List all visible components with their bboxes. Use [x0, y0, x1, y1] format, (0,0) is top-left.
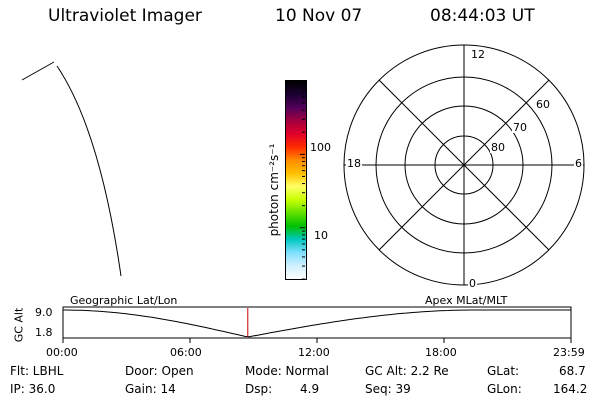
colorbar-tick-100: 100 — [310, 141, 331, 154]
info-gain: Gain: 14 — [125, 382, 176, 396]
timeline-x-tick-2359: 23:59 — [553, 346, 585, 359]
timeline-right-title: Apex MLat/MLT — [425, 294, 508, 307]
colorbar — [285, 80, 307, 280]
polar-diagonal-2 — [378, 79, 550, 251]
info-ip: IP: 36.0 — [10, 382, 56, 396]
mlat-label-80: 80 — [490, 141, 506, 154]
info-seq: Seq: 39 — [365, 382, 411, 396]
timeline-x-tick-0600: 06:00 — [170, 346, 202, 359]
info-glat-label: GLat: — [487, 364, 520, 378]
projection-arc — [56, 65, 122, 277]
timeline-y-tick-min: 1.8 — [35, 326, 53, 339]
timeline-y-tick-max: 9.0 — [35, 306, 53, 319]
timeline-x-tick-1800: 18:00 — [425, 346, 457, 359]
info-glat-value: 68.7 — [559, 364, 586, 378]
colorbar-gradient — [286, 81, 306, 279]
info-gc-alt: GC Alt: 2.2 Re — [365, 364, 449, 378]
colorbar-tick-10: 10 — [314, 229, 328, 242]
altitude-curve — [63, 309, 571, 338]
timeline-x-tick-1200: 12:00 — [298, 346, 330, 359]
info-glon-label: GLon: — [487, 382, 522, 396]
mlt-label-0: 0 — [468, 277, 477, 290]
info-filter: Flt: LBHL — [10, 364, 64, 378]
mlt-label-6: 6 — [574, 157, 583, 170]
mlat-label-70: 70 — [512, 121, 528, 134]
mlt-label-12: 12 — [470, 48, 486, 61]
info-door: Door: Open — [125, 364, 194, 378]
timeline-left-title: Geographic Lat/Lon — [70, 294, 178, 307]
info-dsp-value: 4.9 — [300, 382, 320, 396]
timeline-x-tick-0000: 00:00 — [46, 346, 78, 359]
date-label: 10 Nov 07 — [275, 6, 363, 26]
mlat-label-60: 60 — [535, 98, 551, 111]
instrument-title: Ultraviolet Imager — [48, 6, 202, 26]
mlt-label-18: 18 — [346, 157, 362, 170]
info-glon-value: 164.2 — [553, 382, 588, 396]
projection-edge-line — [21, 61, 55, 81]
time-label: 08:44:03 UT — [430, 6, 535, 26]
timeline-x-tick-marks — [62, 338, 572, 343]
info-mode: Mode: Normal — [245, 364, 329, 378]
timeline-frame — [62, 306, 572, 339]
info-dsp-label: Dsp: — [245, 382, 273, 396]
